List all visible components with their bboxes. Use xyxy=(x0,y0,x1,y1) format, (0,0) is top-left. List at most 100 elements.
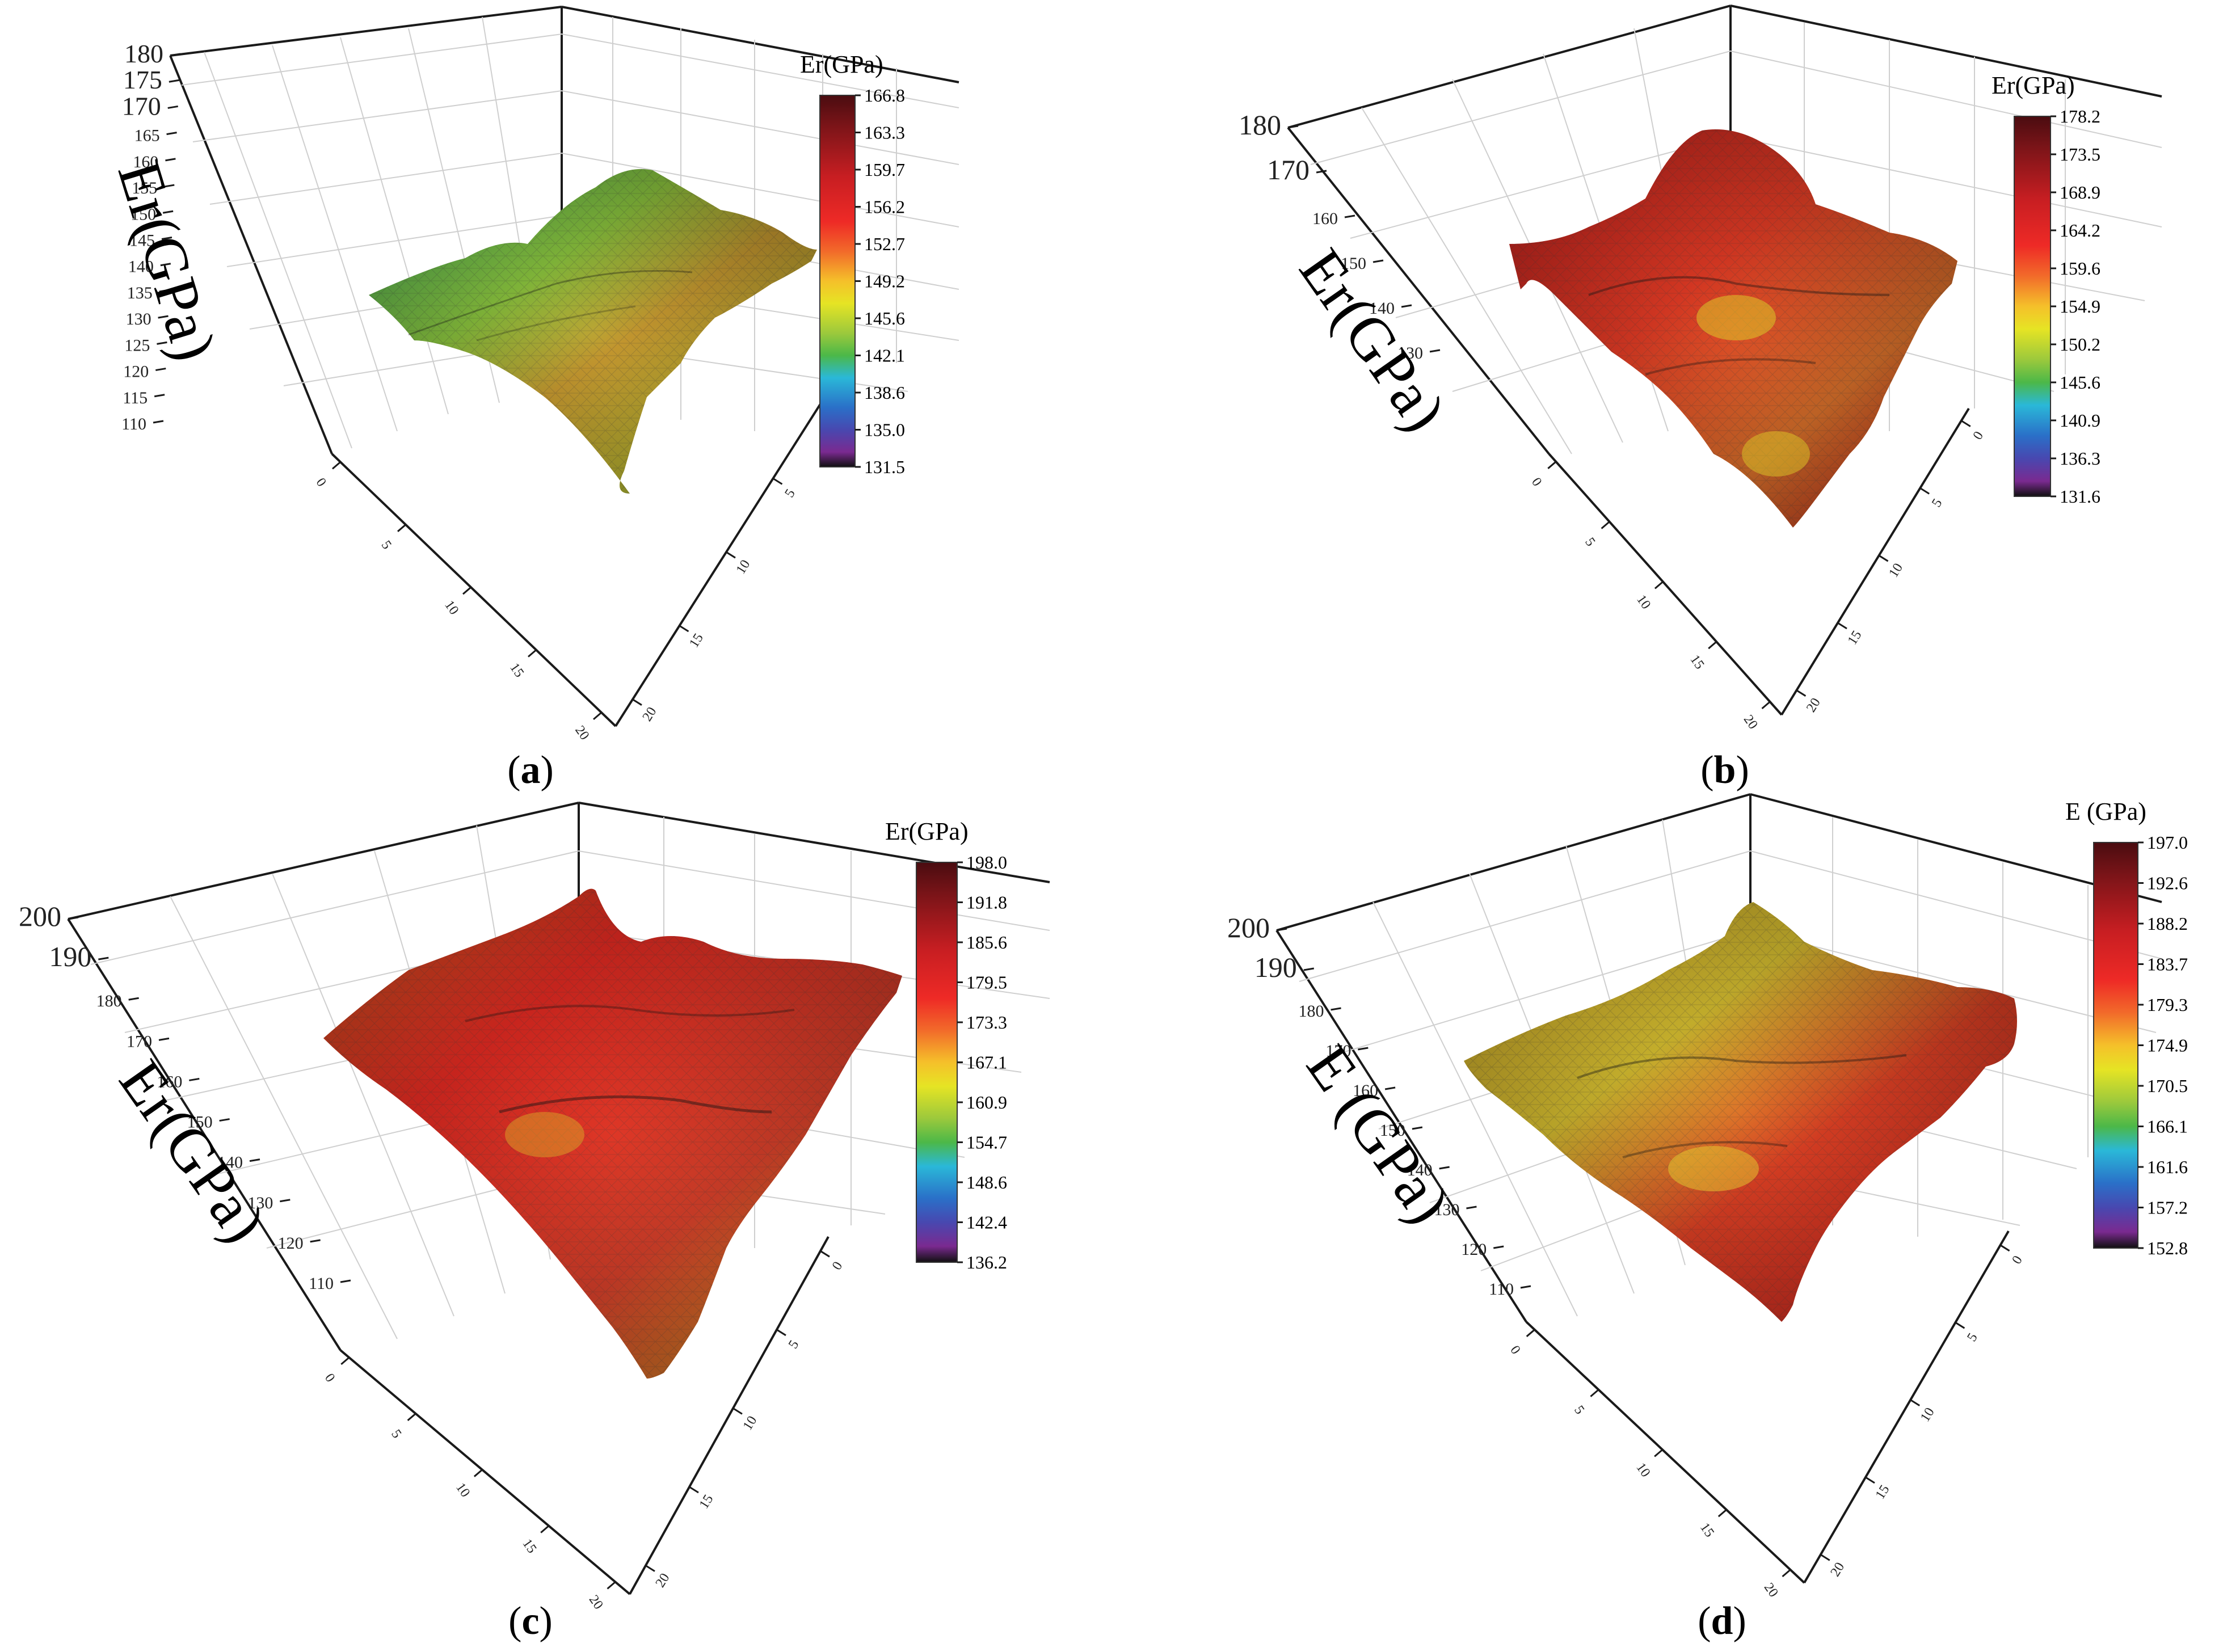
panel-c-z-tick-label: 200 xyxy=(19,900,61,932)
panel-b-z-tick-mark xyxy=(1316,170,1327,174)
panel-d-y-ticks: 0 5 10 15 20 xyxy=(1820,1244,2026,1579)
panel-b-x-tick-label: 5 xyxy=(1582,535,1598,549)
panel-a-z-tick-mark xyxy=(160,263,171,267)
panel-c-z-tick-mark xyxy=(249,1158,260,1162)
panel-b-colorbar-ticks: 178.2 173.5 168.9 164.2 159.6 154.9 150.2 145.6… xyxy=(2051,106,2100,507)
panel-d-x-tick-mark xyxy=(1782,1569,1791,1578)
panel-d-x-tick-mark xyxy=(1590,1389,1599,1397)
panel-c-z-tick-mark xyxy=(340,1279,351,1283)
panel-d-z-tick-label: 170 xyxy=(1325,1042,1351,1060)
panel-d-z-tick-mark xyxy=(1493,1245,1504,1249)
panel-b-colorbar-tick-label: 150.2 xyxy=(2060,334,2100,355)
panel-c-x-tick-mark xyxy=(473,1469,483,1477)
panel-a-z-tick-mark xyxy=(154,394,165,398)
panel-b-y-tick-label: 20 xyxy=(1804,696,1824,715)
panel-a-x-tick-label: 5 xyxy=(378,538,394,552)
panel-a-z-tick-label: 135 xyxy=(127,284,153,302)
panel-a-colorbar-tick-label: 145.6 xyxy=(864,308,905,328)
panel-d-y-tick-mark xyxy=(1820,1554,1830,1561)
panel-c-x-tick-label: 15 xyxy=(519,1536,539,1556)
panel-d-x-tick-label: 15 xyxy=(1697,1520,1717,1540)
panel-a-colorbar-tick-label: 159.7 xyxy=(864,159,905,180)
panel-c-z-tick-mark xyxy=(219,1118,230,1122)
panel-d-colorbar-bar xyxy=(2093,842,2138,1249)
panel-a-z-tick-label: 160 xyxy=(133,153,158,171)
panel-b-y-tick-label: 15 xyxy=(1845,628,1865,647)
panel-c-colorbar-bar xyxy=(916,862,958,1263)
panel-d-y-tick-mark xyxy=(1910,1399,1920,1406)
panel-a-z-tick-label: 155 xyxy=(132,179,157,197)
panel-a-z-tick-label: 175 xyxy=(123,65,162,94)
panel-d-colorbar-title: E (GPa) xyxy=(2065,798,2146,825)
panel-d-x-tick-label: 20 xyxy=(1761,1581,1781,1600)
panel-a-x-tick-label: 20 xyxy=(572,723,592,743)
panel-a-z-tick-label: 165 xyxy=(134,127,160,145)
panel-a-x-tick-mark xyxy=(397,524,406,532)
panel-d-y-tick-mark xyxy=(1955,1321,1965,1329)
panel-b-y-tick-label: 5 xyxy=(1929,496,1945,510)
panel-b-x-tick-mark xyxy=(1761,701,1771,710)
panel-c-y-tick-label: 20 xyxy=(653,1571,673,1590)
panel-c-z-tick-label: 120 xyxy=(278,1234,304,1253)
panel-b-colorbar-tick-label: 154.9 xyxy=(2060,296,2100,317)
panel-a-colorbar: Er(GPa) 166.8 163.3 159.7 156.2 152.7 149.2 14… xyxy=(800,50,905,477)
panel-c-y-tick-label: 15 xyxy=(697,1492,717,1511)
panel-b-colorbar-tick-label: 178.2 xyxy=(2060,106,2100,127)
panel-d-colorbar-tick-label: 170.5 xyxy=(2147,1076,2188,1096)
panel-a-y-tick-mark xyxy=(632,698,642,706)
panel-b-x-tick-label: 15 xyxy=(1687,652,1707,672)
panel-c-surface xyxy=(323,888,902,1379)
panel-c-z-tick-label: 150 xyxy=(187,1113,213,1132)
panel-b-colorbar-tick-label: 164.2 xyxy=(2060,220,2100,241)
panel-c-x-tick-mark xyxy=(540,1525,550,1533)
panel-a-colorbar-tick-label: 135.0 xyxy=(864,420,905,440)
panel-c-y-tick-label: 0 xyxy=(830,1259,845,1273)
panel-b-z-tick-mark xyxy=(1287,125,1299,129)
panel-a-colorbar-tick-label: 163.3 xyxy=(864,123,905,143)
panel-a-colorbar-title: Er(GPa) xyxy=(800,50,883,78)
panel-c-z-tick-mark xyxy=(158,1037,170,1041)
panel-b-z-tick-label: 140 xyxy=(1369,299,1395,318)
panel-a-z-tick-mark xyxy=(166,132,177,136)
panel-b-x-ticks: 0 5 10 15 20 xyxy=(1529,461,1771,732)
panel-a-y-tick-label: 20 xyxy=(640,705,660,724)
panel-a-3d-box xyxy=(169,6,959,727)
panel-b-colorbar-tick-label: 145.6 xyxy=(2060,372,2100,393)
panel-c-colorbar-tick-label: 154.7 xyxy=(966,1132,1007,1153)
panel-d-colorbar-ticks: 197.0 192.6 188.2 183.7 179.3 174.9 170.5 166.1… xyxy=(2138,832,2188,1258)
panel-b-x-tick-label: 0 xyxy=(1529,475,1544,489)
panel-c-colorbar-ticks: 198.0 191.8 185.6 179.5 173.3 167.1 160.9 154.7… xyxy=(957,852,1007,1272)
panel-c-z-tick-mark xyxy=(68,916,79,920)
panel-d-z-tick-mark xyxy=(1439,1166,1450,1170)
panel-d-z-tick-label: 190 xyxy=(1254,951,1297,983)
panel-c-z-tick-label: 140 xyxy=(217,1153,243,1172)
panel-d-z-tick-mark xyxy=(1276,928,1287,932)
panel-a-z-ticks: 1101151201251301351401451501551601651701… xyxy=(121,39,181,433)
panel-b-colorbar-tick-label: 131.6 xyxy=(2060,486,2100,507)
panel-a-label: (a) xyxy=(507,748,554,792)
panel-a-z-tick-label: 115 xyxy=(123,389,148,407)
panel-a-x-tick-label: 15 xyxy=(507,660,527,680)
panel-b-x-tick-mark xyxy=(1654,581,1664,589)
panel-b-colorbar: Er(GPa) 178.2 173.5 168.9 164.2 159.6 154.9 15… xyxy=(1992,71,2100,507)
panel-c-y-tick-mark xyxy=(732,1407,743,1415)
panel-d-z-tick-label: 140 xyxy=(1407,1161,1433,1179)
panel-b-z-tick-mark xyxy=(1401,304,1412,308)
panel-a-z-tick-mark xyxy=(170,53,181,57)
panel-b-colorbar-tick-label: 140.9 xyxy=(2060,410,2100,431)
panel-b-z-tick-mark xyxy=(1372,259,1384,263)
panel-c-colorbar-tick-label: 160.9 xyxy=(966,1092,1007,1112)
panel-b-colorbar-bar xyxy=(2014,116,2051,497)
panel-d-x-ticks: 0 5 10 15 20 xyxy=(1507,1329,1791,1600)
panel-b-z-tick-label: 150 xyxy=(1341,254,1366,273)
panel-a-x-tick-mark xyxy=(528,649,537,658)
panel-a-colorbar-tick-label: 152.7 xyxy=(864,234,905,254)
panel-d-colorbar-tick-label: 161.6 xyxy=(2147,1157,2188,1177)
panel-a-x-tick-label: 0 xyxy=(313,475,329,490)
panel-a-colorbar-tick-label: 149.2 xyxy=(864,271,905,292)
panel-a-z-tick-mark xyxy=(162,210,174,214)
panel-b-y-tick-label: 10 xyxy=(1886,560,1906,580)
